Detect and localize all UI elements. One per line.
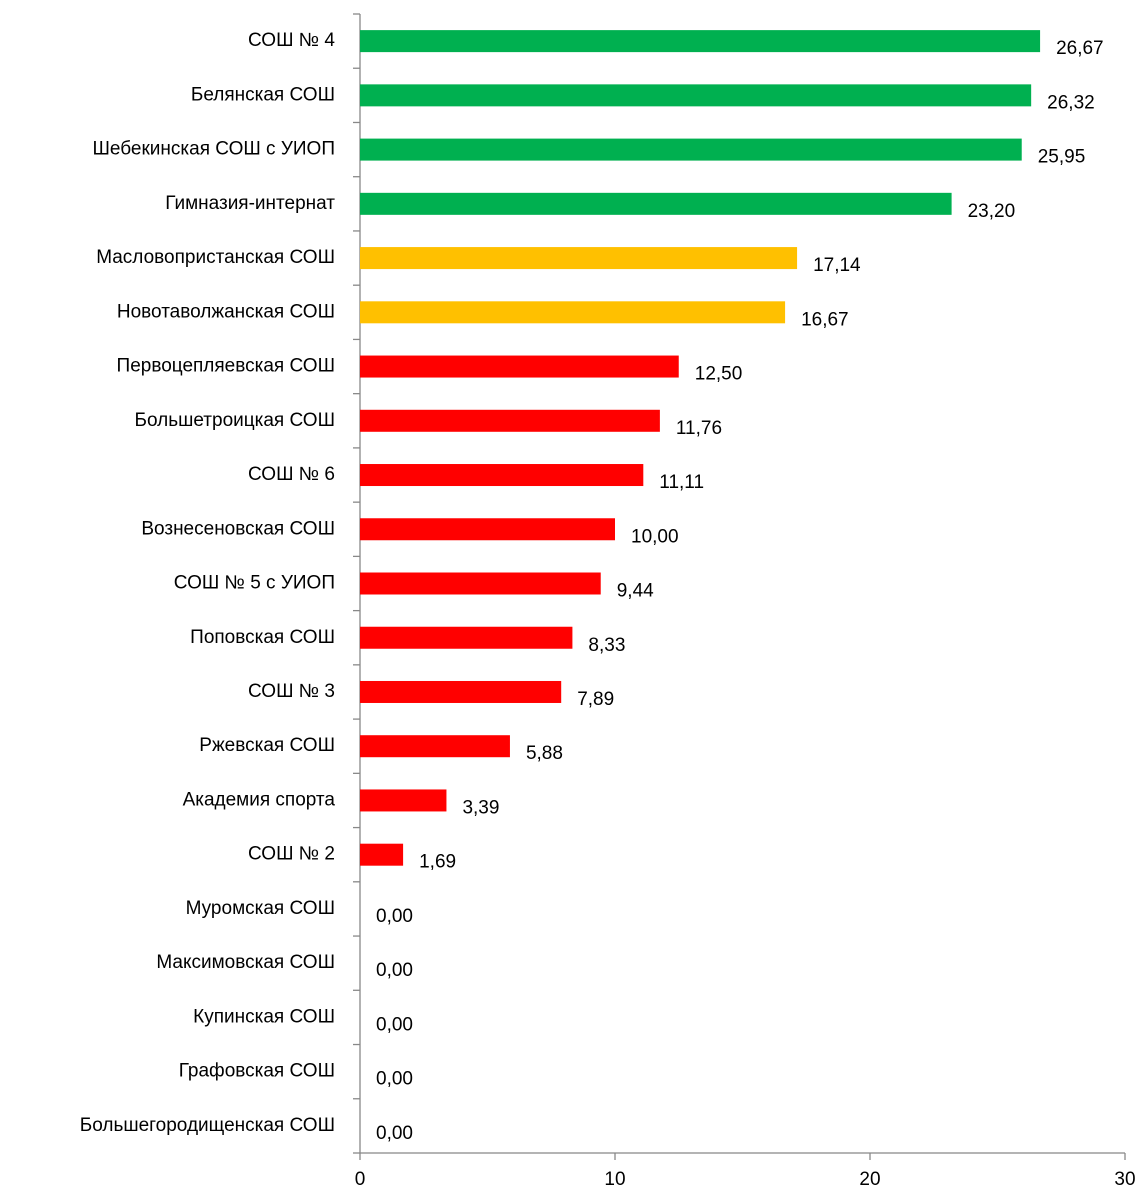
x-tick-label: 20 (859, 1169, 880, 1190)
y-tick-label: Первоцепляевская СОШ (117, 356, 335, 377)
y-tick-label: Шебекинская СОШ с УИОП (92, 139, 335, 160)
value-label: 25,95 (1038, 147, 1086, 168)
value-label: 0,00 (376, 906, 413, 927)
x-tick-label: 0 (355, 1169, 366, 1190)
y-tick-label: Муромская СОШ (186, 898, 335, 919)
y-tick-label: СОШ № 4 (248, 30, 335, 51)
bar (360, 301, 786, 324)
y-tick-label: СОШ № 5 с УИОП (174, 573, 335, 594)
y-tick-label: Новотаволжанская СОШ (117, 301, 335, 322)
y-tick-label: Большетроицкая СОШ (135, 410, 335, 431)
value-label: 11,76 (676, 418, 722, 439)
value-label: 9,44 (617, 581, 654, 602)
y-tick-label: Гимназия-интернат (165, 193, 335, 214)
y-tick-label: Графовская СОШ (179, 1061, 335, 1082)
y-tick-label: СОШ № 3 (248, 681, 335, 702)
value-label: 11,11 (659, 472, 704, 493)
value-label: 26,67 (1056, 38, 1104, 59)
y-tick-label: Вознесеновская СОШ (141, 518, 335, 539)
y-tick-label: Большегородищенская СОШ (80, 1115, 335, 1136)
y-tick-label: СОШ № 6 (248, 464, 335, 485)
value-label: 3,39 (462, 797, 499, 818)
value-label: 12,50 (695, 364, 743, 385)
x-tick-label: 30 (1114, 1169, 1135, 1190)
bar (360, 192, 952, 215)
bar (360, 138, 1022, 161)
value-label: 0,00 (376, 1014, 413, 1035)
y-tick-label: Масловопристанская СОШ (96, 247, 335, 268)
y-tick-label: СОШ № 2 (248, 844, 335, 865)
value-label: 0,00 (376, 1123, 413, 1144)
bar (360, 789, 447, 812)
y-tick-label: Академия спорта (183, 789, 336, 810)
value-label: 16,67 (801, 309, 849, 330)
y-tick-label: Ржевская СОШ (199, 735, 335, 756)
bar (360, 572, 601, 595)
bar (360, 84, 1032, 107)
value-label: 0,00 (376, 960, 413, 981)
x-tick-label: 10 (604, 1169, 625, 1190)
value-label: 7,89 (577, 689, 614, 710)
value-label: 1,69 (419, 852, 456, 873)
bar (360, 518, 615, 541)
bar (360, 464, 644, 487)
bar (360, 409, 660, 432)
bar (360, 735, 510, 758)
bar (360, 626, 573, 649)
value-label: 23,20 (968, 201, 1016, 222)
bar (360, 247, 798, 270)
value-label: 5,88 (526, 743, 563, 764)
bar (360, 355, 679, 378)
value-label: 10,00 (631, 526, 679, 547)
bar (360, 680, 562, 703)
y-tick-label: Белянская СОШ (191, 84, 335, 105)
value-label: 26,32 (1047, 92, 1095, 113)
value-label: 0,00 (376, 1069, 413, 1090)
value-label: 17,14 (813, 255, 861, 276)
bar (360, 843, 404, 866)
y-tick-label: Купинская СОШ (193, 1006, 335, 1027)
y-tick-label: Поповская СОШ (190, 627, 335, 648)
value-label: 8,33 (588, 635, 625, 656)
bar (360, 30, 1041, 53)
y-tick-label: Максимовская СОШ (156, 952, 335, 973)
